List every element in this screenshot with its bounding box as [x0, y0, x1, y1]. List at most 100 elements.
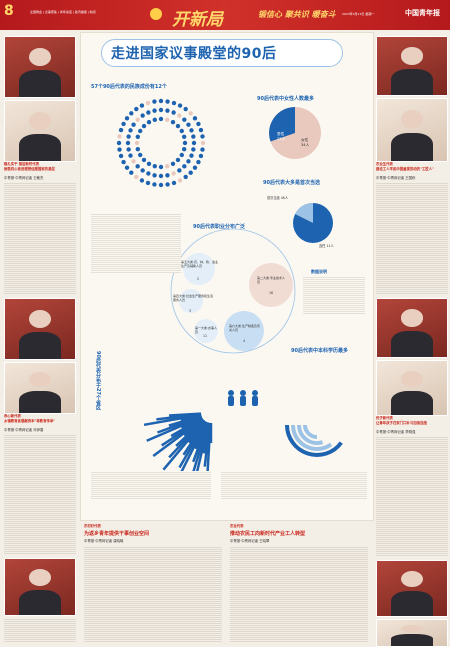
ethnic-dot: [138, 128, 143, 134]
article-body: [84, 546, 222, 642]
ethnic-dot: [158, 173, 164, 179]
bottom-article-left: 农村好代表 为返乡青年提供干事创业空间 中青报·中青网记者 康晓曦: [80, 522, 225, 644]
ethnic-dot: [177, 113, 182, 118]
ethnic-dot: [125, 140, 131, 146]
left-sidebar: 稳扎实干 基层新时代表 致敬向心奋进理想信服国家的基层 中青报·中青网记者 王敏…: [0, 30, 78, 647]
ethnic-dot: [131, 159, 136, 164]
ethnic-dot: [124, 165, 130, 170]
occupation-value: 16: [269, 291, 274, 295]
reelect-again-label: 连任 11人: [319, 244, 334, 248]
occupation-label: 第二大类:专业技术人员: [257, 276, 286, 284]
ethnic-dot: [177, 103, 183, 108]
occupation-bubble: [183, 253, 215, 285]
ethnic-dot: [131, 122, 136, 127]
ethnic-dot-chart: [116, 98, 206, 188]
ethnic-dot: [124, 116, 130, 121]
education-arc: [291, 424, 333, 451]
article-body: [4, 618, 76, 643]
ethnic-dot: [117, 134, 122, 139]
ethnic-dot: [181, 134, 187, 139]
reporter-photo: [4, 36, 76, 98]
ethnic-dot: [145, 100, 151, 106]
article-body: [4, 434, 76, 554]
article-tag: 农村好代表: [84, 524, 101, 528]
ethnic-dot: [139, 178, 145, 183]
region-bar: [168, 412, 202, 417]
article-byline: 中青报·中青网记者 王晓翠: [230, 539, 270, 543]
headline-box: [101, 39, 343, 67]
education-arc: [285, 424, 343, 457]
ethnic-dot: [146, 120, 152, 125]
ethnic-dot: [126, 147, 131, 152]
occupation-label: 第四大类:社会生产服务和生活服务人员: [173, 294, 214, 302]
ethnic-dot: [135, 164, 140, 169]
ethnic-dot: [126, 134, 131, 139]
ethnic-dot: [128, 128, 133, 133]
data-note-title: 数据说明: [311, 269, 327, 274]
occupation-bubble: [194, 319, 218, 343]
ethnic-dot: [182, 140, 188, 146]
article-byline: 中青报·中青网记者 王敏杰: [4, 176, 44, 180]
article-tag: 农业生代表: [376, 162, 393, 166]
ethnic-dot: [129, 111, 134, 116]
ethnic-dot: [191, 147, 196, 152]
ethnic-dot: [179, 152, 184, 158]
ethnic-dot: [129, 170, 134, 175]
ethnic-dot: [181, 147, 187, 152]
ethnic-dot: [146, 161, 152, 166]
delegate-photo: [4, 558, 76, 616]
ethnic-dot: [188, 170, 193, 175]
ethnic-dot: [158, 116, 164, 122]
delegate-photo: [376, 298, 448, 358]
ethnic-dot: [183, 174, 188, 180]
emblem-icon: [150, 8, 162, 20]
occupation-value: 11: [203, 334, 208, 338]
regions-title: 90后代表分布于27个省区: [95, 351, 101, 410]
ethnic-dot: [145, 180, 151, 186]
bottom-article-right: 农业代表 推动农民工向新时代产业工人转型 中青报·中青网记者 王晓翠: [226, 522, 372, 644]
ethnic-dot: [198, 153, 204, 159]
delegate-photo: [4, 100, 76, 162]
credits: [91, 471, 211, 499]
ethnic-dot: [183, 106, 188, 112]
male-label: 男性 23人: [277, 132, 286, 141]
ethnic-dot: [146, 110, 151, 115]
occupation-value: 2: [197, 277, 200, 281]
ethnic-dot: [165, 108, 170, 113]
article-byline: 中青报·中青网记者 李刚强: [376, 430, 416, 434]
ethnic-dot: [186, 122, 191, 127]
bottom-note: [221, 471, 367, 499]
occupation-value: 4: [243, 339, 246, 343]
gender-pie-male: [269, 107, 295, 142]
ethnic-dot: [200, 140, 206, 146]
occupation-bubble: [224, 311, 264, 351]
ethnic-dot: [135, 117, 140, 122]
article-body: [4, 182, 76, 294]
gender-title: 90后代表中女性人数最多: [257, 96, 314, 102]
ethnic-dot: [152, 163, 157, 169]
people-icon-row: [228, 390, 258, 406]
ethnic-dot: [117, 147, 122, 152]
ethnic-dot: [189, 153, 194, 158]
data-note-body: [303, 276, 365, 314]
ethnic-dot: [140, 113, 145, 118]
ethnic-dot: [135, 147, 141, 152]
ethnic-dot: [135, 134, 141, 139]
ethnic-dot: [146, 171, 151, 176]
masthead-slogans: 锻信心 聚共识 暖奋斗: [258, 10, 336, 19]
ethnic-dot: [192, 116, 198, 121]
ethnic-dot: [152, 108, 157, 113]
infographic-canvas: [116, 98, 343, 490]
ethnic-dot: [188, 111, 193, 116]
ethnic-dot: [152, 173, 157, 178]
article-tag: 赤心新代表: [4, 414, 21, 418]
occupation-title: 90后代表职业分布广泛: [193, 224, 245, 230]
ethnic-dot: [128, 153, 133, 158]
reelect-title: 90后代表大多是首次当选: [263, 180, 320, 186]
delegate-photo: [4, 298, 76, 360]
delegate-photo: [376, 360, 448, 416]
ethnic-dot: [116, 140, 122, 146]
edu-title: 90后代表中本科学历最多: [291, 348, 348, 354]
ethnic-title: 57个90后代表的民族成份有12个: [91, 84, 167, 90]
ethnic-dot: [165, 173, 170, 178]
